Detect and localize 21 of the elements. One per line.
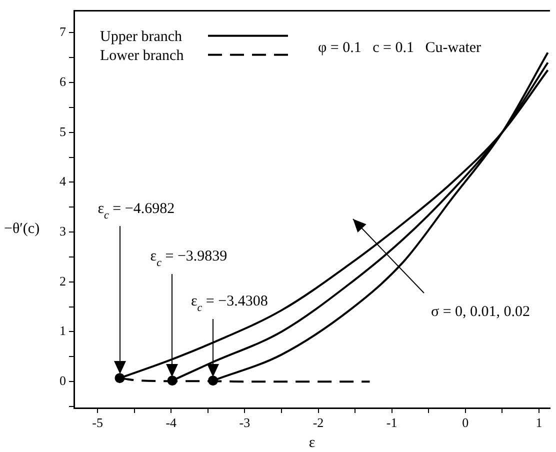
y-tick-label: 6 xyxy=(60,74,66,89)
annotation: φ = 0.1 c = 0.1 Cu-water xyxy=(318,40,482,56)
y-tick-label: 5 xyxy=(60,124,66,139)
y-tick-label: 7 xyxy=(60,24,66,40)
x-tick-label: -4 xyxy=(166,415,178,430)
x-tick-label: -1 xyxy=(386,415,398,430)
x-tick-label: 1 xyxy=(536,415,542,430)
y-axis-title: −θ′(c) xyxy=(4,221,40,238)
x-axis-title: ε xyxy=(308,434,316,451)
x-tick-label: -3 xyxy=(239,415,250,430)
y-tick-label: 3 xyxy=(60,224,66,238)
y-tick-label: 4 xyxy=(60,174,66,189)
y-tick-label: 0 xyxy=(60,373,66,388)
x-tick-label: -5 xyxy=(92,415,103,430)
legend-label: Lower branch xyxy=(100,48,184,64)
y-tick-label: 1 xyxy=(60,323,66,338)
y-tick-label: 2 xyxy=(60,273,66,288)
legend-label: Upper branch xyxy=(100,28,183,45)
x-tick-label: 0 xyxy=(462,415,469,430)
x-tick-label: -2 xyxy=(312,415,324,430)
annotation: σ = 0, 0.01, 0.02 xyxy=(431,304,530,320)
